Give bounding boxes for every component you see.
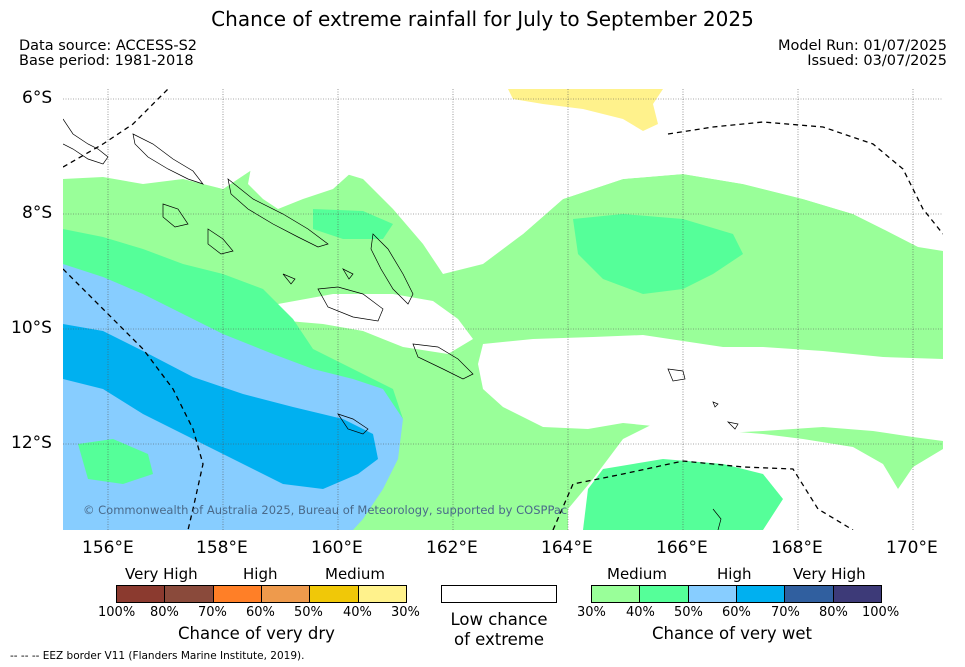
eez-borders bbox=[63, 89, 943, 530]
lon-label-158e: 158°E bbox=[196, 538, 248, 558]
lon-label-160e: 160°E bbox=[311, 538, 363, 558]
dry-category-high: High bbox=[243, 565, 278, 583]
wet-tick-70: 70% bbox=[771, 605, 800, 620]
low-chance-line-2: of extreme bbox=[453, 630, 545, 649]
map-title: Chance of extreme rainfall for July to S… bbox=[211, 7, 754, 31]
dry-swatch-4 bbox=[261, 586, 311, 602]
low-chance-label: Low chance of extreme bbox=[441, 610, 557, 650]
wet-tick-100: 100% bbox=[862, 605, 900, 620]
dry-tick-70: 70% bbox=[198, 605, 227, 620]
coastlines bbox=[63, 118, 739, 530]
data-info: Data source: ACCESS-S2 Base period: 1981… bbox=[19, 39, 197, 69]
data-source: Data source: ACCESS-S2 bbox=[19, 38, 198, 54]
lon-label-168e: 168°E bbox=[771, 538, 823, 558]
wet-tick-60: 60% bbox=[722, 605, 751, 620]
dry-swatch-3 bbox=[213, 586, 262, 602]
dry-swatch-1 bbox=[117, 586, 166, 602]
lat-label-10s: 10°S bbox=[11, 318, 52, 338]
wet-category-very-high: Very High bbox=[793, 565, 866, 583]
lat-label-6s: 6°S bbox=[22, 88, 53, 108]
wet-tick-80: 80% bbox=[819, 605, 848, 620]
wet-swatch-2 bbox=[640, 586, 689, 602]
dry-swatch-6 bbox=[358, 586, 406, 602]
eez-footnote: -- -- -- EEZ border V11 (Flanders Marine… bbox=[10, 650, 305, 662]
lat-label-12s: 12°S bbox=[11, 433, 52, 453]
dry-colorbar bbox=[116, 585, 407, 603]
lon-label-166e: 166°E bbox=[656, 538, 708, 558]
rainfall-map bbox=[63, 89, 943, 530]
low-chance-region-1 bbox=[278, 294, 473, 354]
issued-date: Issued: 03/07/2025 bbox=[807, 53, 947, 69]
dry-swatch-5 bbox=[310, 586, 359, 602]
dry-category-very-high: Very High bbox=[125, 565, 198, 583]
low-chance-region-4 bbox=[63, 89, 943, 264]
low-chance-region-2 bbox=[478, 335, 943, 441]
dry-tick-80: 80% bbox=[150, 605, 179, 620]
low-chance-line-1: Low chance bbox=[450, 610, 548, 629]
dry-category-medium: Medium bbox=[325, 565, 385, 583]
graticule bbox=[63, 89, 943, 530]
wet-colorbar bbox=[591, 585, 882, 603]
low-chance-region-5 bbox=[898, 449, 943, 530]
run-info: Model Run: 01/07/2025 Issued: 03/07/2025 bbox=[778, 39, 947, 69]
wet-swatch-4 bbox=[736, 586, 786, 602]
low-chance-swatch bbox=[441, 585, 557, 603]
wet-category-medium: Medium bbox=[607, 565, 667, 583]
wet-swatch-6 bbox=[833, 586, 881, 602]
wet-very-high-region bbox=[63, 324, 378, 489]
wet-high-green-region-2 bbox=[573, 214, 743, 294]
wet-tick-50: 50% bbox=[674, 605, 703, 620]
base-period: Base period: 1981-2018 bbox=[19, 53, 194, 69]
model-run: Model Run: 01/07/2025 bbox=[777, 38, 947, 54]
dry-tick-50: 50% bbox=[294, 605, 323, 620]
low-chance-region-3 bbox=[248, 149, 353, 209]
dry-swatch-2 bbox=[165, 586, 214, 602]
lon-label-156e: 156°E bbox=[82, 538, 134, 558]
lon-label-162e: 162°E bbox=[426, 538, 478, 558]
wet-category-high: High bbox=[717, 565, 752, 583]
wet-legend-title: Chance of very wet bbox=[652, 624, 812, 643]
wet-swatch-1 bbox=[592, 586, 641, 602]
dry-tick-100: 100% bbox=[98, 605, 136, 620]
lon-label-164e: 164°E bbox=[541, 538, 593, 558]
lat-label-8s: 8°S bbox=[22, 203, 53, 223]
dry-tick-60: 60% bbox=[246, 605, 275, 620]
dry-tick-40: 40% bbox=[343, 605, 372, 620]
wet-tick-40: 40% bbox=[626, 605, 655, 620]
wet-medium-patch-sw bbox=[78, 439, 153, 484]
wet-swatch-5 bbox=[785, 586, 834, 602]
copyright-notice: © Commonwealth of Australia 2025, Bureau… bbox=[83, 503, 568, 517]
wet-tick-30: 30% bbox=[577, 605, 606, 620]
wet-high-green-region-3 bbox=[313, 209, 393, 239]
dry-legend-title: Chance of very dry bbox=[178, 624, 335, 643]
wet-swatch-3 bbox=[688, 586, 737, 602]
dry-medium-region bbox=[508, 89, 663, 131]
dry-tick-30: 30% bbox=[391, 605, 420, 620]
lon-label-170e: 170°E bbox=[886, 538, 938, 558]
